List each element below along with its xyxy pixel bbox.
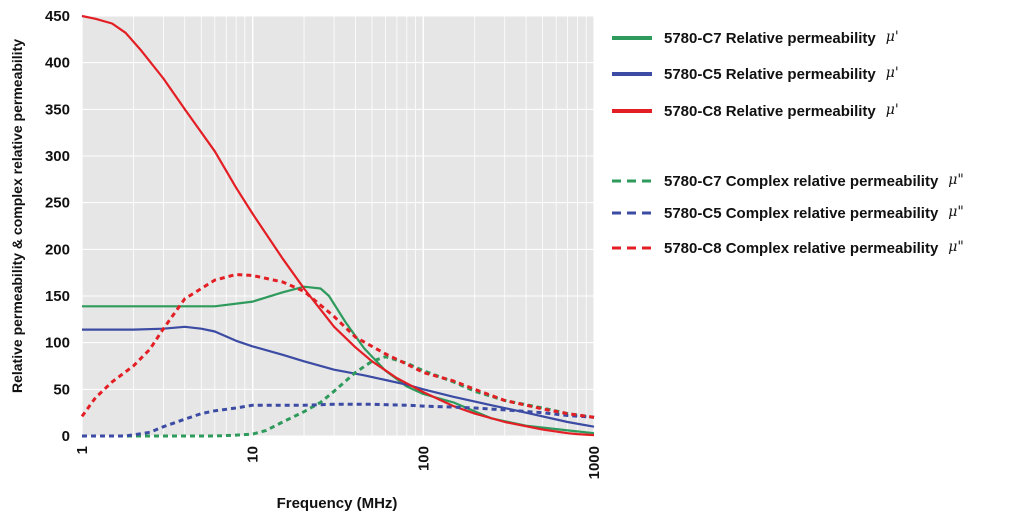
x-tick-label: 100 [415,446,432,471]
legend-symbol-5: μ" [948,204,964,220]
series-line-5 [82,402,595,438]
legend-label-6: 5780-C8 Complex relative permeability [664,240,939,257]
legend-label-3: 5780-C8 Relative permeability [664,103,876,120]
x-tick-label: 1000 [586,446,603,479]
x-tick-label: 1 [74,446,91,454]
legend-symbol-4: μ" [948,172,964,188]
y-tick-label: 0 [62,428,70,445]
legend-label-5: 5780-C5 Complex relative permeability [664,205,939,222]
legend-symbol-1: μ' [886,29,899,45]
plot-lines [80,14,595,438]
legend: 5780-C7 Relative permeability μ' 5780-C5 R… [612,29,964,257]
legend-label-2: 5780-C5 Relative permeability [664,66,876,83]
x-axis-title: Frequency (MHz) [277,495,398,512]
series-line-3 [81,14,595,437]
y-axis-ticks: 0 50 100 150 200 250 300 350 400 450 [45,8,70,445]
x-axis-ticks: 1 10 100 1000 [74,446,603,479]
y-tick-label: 300 [45,148,70,165]
y-tick-label: 50 [53,381,70,398]
y-tick-label: 150 [45,288,70,305]
y-axis-title: Relative permeability & complex relative… [9,39,25,393]
y-tick-label: 250 [45,195,70,212]
series-line-2 [82,325,595,428]
x-tick-label: 10 [245,446,262,463]
legend-symbol-6: μ" [948,239,964,255]
grid-lines [81,15,595,437]
y-tick-label: 450 [45,8,70,25]
legend-symbol-2: μ' [886,65,899,81]
legend-label-4: 5780-C7 Complex relative permeability [664,173,939,190]
y-tick-label: 400 [45,55,70,72]
y-tick-label: 350 [45,101,70,118]
legend-label-1: 5780-C7 Relative permeability [664,30,876,47]
y-tick-label: 200 [45,241,70,258]
legend-symbol-3: μ' [886,102,899,118]
series-line-6 [80,273,595,419]
plot-background [82,16,594,436]
y-tick-label: 100 [45,335,70,352]
